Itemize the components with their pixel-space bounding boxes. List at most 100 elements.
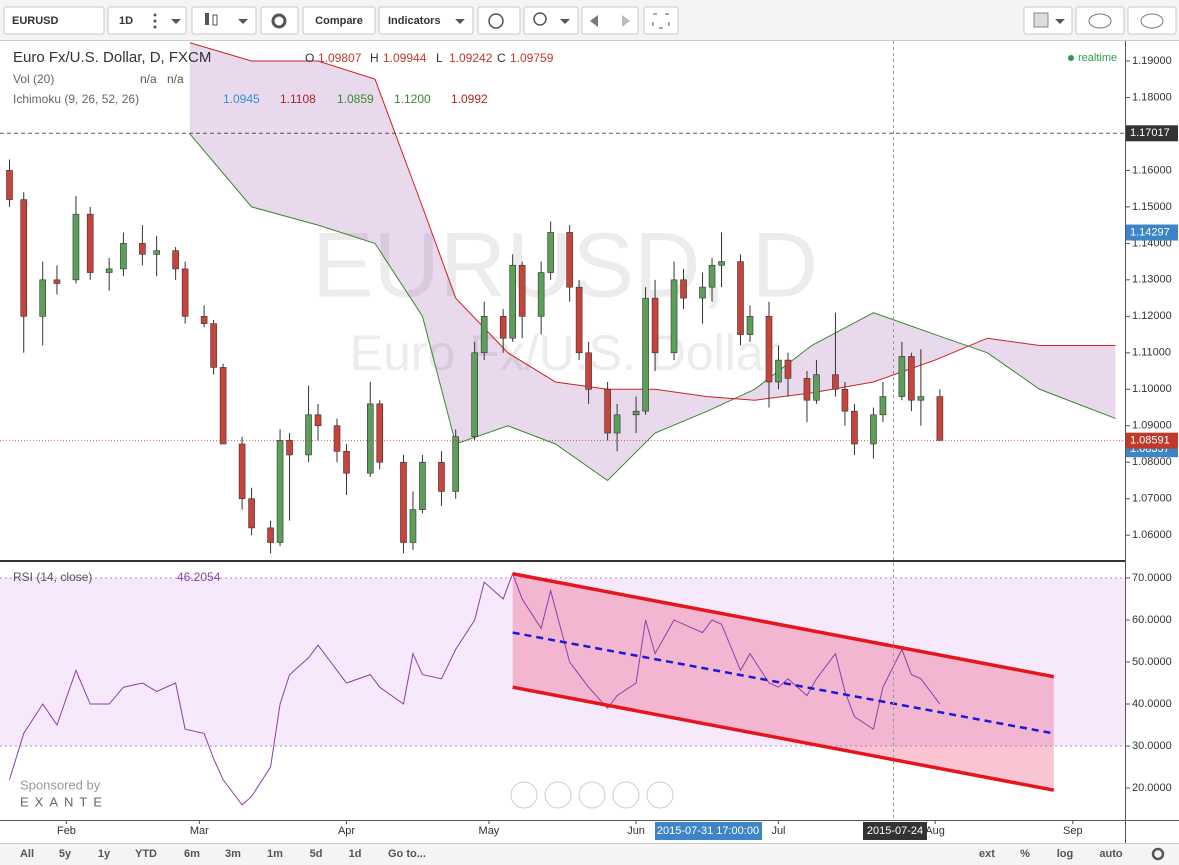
scale-option[interactable]: % [1020, 848, 1030, 860]
candle-body [642, 297, 649, 412]
channel-line [512, 685, 1055, 792]
rsi-band [0, 577, 1125, 747]
scale-option[interactable]: log [1057, 848, 1074, 860]
candle-body [400, 461, 407, 543]
navigation-buttons[interactable] [510, 781, 674, 809]
channel-line [512, 631, 1055, 735]
time-tick-label: Aug [925, 825, 945, 837]
candle-body [409, 509, 417, 543]
candle-body [471, 352, 478, 438]
ohlc-key: O [305, 51, 314, 65]
candle-body [851, 410, 858, 445]
time-tick-label: Jun [627, 825, 645, 837]
watermark-description: Euro Fx/U.S. Dollar [350, 325, 781, 381]
scale-option[interactable]: auto [1099, 848, 1123, 860]
compare-button[interactable] [302, 6, 376, 35]
undo-redo[interactable] [581, 6, 639, 35]
rsi-tick-label: 20.0000 [1132, 782, 1172, 794]
candle-body [20, 199, 28, 317]
candle-body [509, 264, 516, 339]
candle-body [566, 232, 573, 288]
candle-body [651, 297, 659, 354]
range-button[interactable]: 5d [310, 848, 323, 860]
scale-option[interactable]: ext [979, 848, 995, 860]
price-tag [1126, 224, 1178, 241]
save-button[interactable] [1127, 6, 1177, 35]
candle-body [680, 279, 687, 299]
compare[interactable]: Compare [315, 15, 363, 27]
rsi-tick-label: 40.0000 [1132, 698, 1172, 710]
ohlc-value: 1.09759 [510, 51, 554, 65]
candle-body [803, 378, 811, 401]
alert-button[interactable] [477, 6, 521, 35]
crosshair-time: 2015-07-24 [867, 825, 923, 837]
fullscreen-button[interactable] [643, 6, 679, 35]
candle-body [419, 461, 426, 510]
candle-body [737, 261, 744, 335]
range-button[interactable]: 1d [349, 848, 362, 860]
indicators[interactable]: Indicators [388, 15, 441, 27]
candle-body [917, 396, 925, 401]
price-tag-label: 1.17017 [1130, 127, 1170, 139]
interval[interactable]: 1D [119, 15, 133, 27]
candle-body [343, 450, 350, 474]
candle-body [518, 264, 526, 317]
price-tick-label: 1.09000 [1132, 420, 1172, 432]
candle-body [120, 243, 127, 270]
volume-label: Vol (20) [13, 72, 54, 86]
bottom-bar [0, 843, 1179, 865]
rsi-pane: 70.0000 60.0000 50.0000 40.0000 30.0000 20.00… [0, 572, 1172, 837]
time-tick-label: Sep [1063, 825, 1083, 837]
candle-body [775, 359, 782, 383]
symbol-button[interactable] [3, 6, 105, 35]
settings-button[interactable] [260, 6, 299, 35]
range-button[interactable]: All [20, 848, 34, 860]
candle-body [172, 250, 179, 270]
price-tag [1126, 432, 1178, 449]
candle-body [314, 414, 322, 427]
crosshair-time-tag [863, 822, 927, 840]
price-tag-label: 1.14297 [1130, 226, 1170, 238]
span-a-line [189, 133, 1116, 482]
ohlc-key: H [370, 51, 379, 65]
layout-button[interactable] [1023, 6, 1073, 35]
interval-button[interactable] [107, 6, 187, 35]
rsi-line [9, 572, 941, 806]
volume-value: n/a [140, 72, 157, 86]
load-button[interactable] [1075, 6, 1125, 35]
symbol[interactable]: EURUSD [12, 15, 59, 27]
candle-body [376, 403, 384, 463]
channel-line [512, 572, 1055, 679]
price-tick-label: 1.07000 [1132, 493, 1172, 505]
candle-body [72, 213, 80, 281]
range-button[interactable]: 1y [98, 848, 111, 860]
price-tag-label: 1.08591 [1130, 435, 1170, 447]
range-button[interactable]: YTD [135, 848, 157, 860]
ichimoku-label: Ichimoku (9, 26, 52, 26) [13, 92, 139, 106]
chart-style-button[interactable] [191, 6, 257, 35]
goto-button[interactable]: Go to... [388, 848, 426, 860]
cursor-time: 2015-07-31 17:00:00 [657, 825, 759, 837]
range-button[interactable]: 6m [184, 848, 200, 860]
settings-icon[interactable] [1151, 847, 1165, 861]
idea-button[interactable] [523, 6, 579, 35]
candle-body [248, 498, 255, 529]
range-button[interactable]: 3m [225, 848, 241, 860]
ichimoku-value: 1.0859 [337, 92, 374, 106]
candle-body [670, 279, 678, 354]
cursor-time-tag [655, 822, 762, 840]
price-tick-label: 1.06000 [1132, 529, 1172, 541]
range-button[interactable]: 1m [267, 848, 283, 860]
sponsor-caption: Sponsored by [20, 777, 101, 792]
price-tick-label: 1.08000 [1132, 456, 1172, 468]
indicators-button[interactable] [378, 6, 474, 35]
candle-body [832, 374, 839, 390]
rsi-tick-label: 30.0000 [1132, 740, 1172, 752]
candle-body [480, 316, 488, 354]
candle-body [879, 396, 887, 416]
candle-body [537, 272, 545, 317]
price-tick-label: 1.10000 [1132, 383, 1172, 395]
range-button[interactable]: 5y [59, 848, 72, 860]
